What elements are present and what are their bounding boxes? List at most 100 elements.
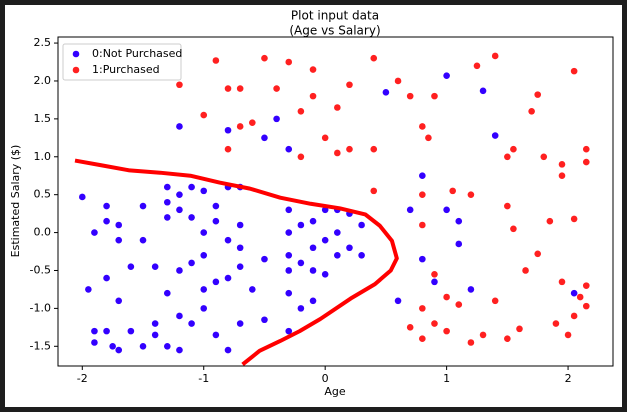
point — [528, 107, 535, 115]
point — [163, 214, 171, 221]
point — [151, 331, 159, 339]
point — [224, 274, 232, 282]
point — [103, 202, 110, 210]
point — [249, 119, 256, 126]
point — [236, 263, 244, 270]
point — [504, 202, 511, 210]
point — [394, 297, 402, 305]
point — [510, 145, 517, 153]
x-axis-label: Age — [324, 385, 346, 398]
point — [139, 202, 147, 210]
point — [479, 331, 487, 339]
point — [491, 132, 499, 139]
point — [321, 236, 329, 244]
point — [285, 58, 293, 66]
point — [139, 342, 147, 350]
point — [273, 85, 280, 92]
point — [261, 134, 268, 142]
point — [419, 221, 426, 229]
point — [200, 252, 208, 259]
point — [103, 217, 110, 225]
point — [431, 270, 438, 278]
point — [467, 339, 475, 346]
point — [115, 346, 123, 354]
point — [224, 236, 232, 244]
y-tick-label: -1.0 — [30, 301, 51, 314]
y-tick-label: -0.5 — [30, 263, 51, 276]
legend-label: 0:Not Purchased — [92, 47, 182, 60]
point — [321, 134, 329, 142]
point — [564, 331, 572, 339]
point — [467, 191, 475, 198]
point — [188, 214, 195, 221]
point — [443, 327, 450, 335]
x-tick-label: 1 — [443, 372, 450, 385]
point — [297, 221, 305, 229]
point — [382, 89, 390, 96]
point — [534, 91, 542, 98]
point — [224, 85, 232, 92]
point — [546, 217, 554, 225]
decision-boundary — [74, 158, 399, 367]
point — [127, 327, 135, 335]
x-tick-label: -1 — [198, 372, 209, 385]
x-tick-label: 2 — [565, 372, 572, 385]
point — [443, 206, 450, 214]
point — [91, 229, 98, 236]
point — [224, 145, 232, 153]
point — [236, 320, 244, 327]
point — [103, 327, 110, 335]
point — [419, 335, 426, 343]
point — [200, 305, 208, 312]
point — [455, 301, 463, 308]
point — [552, 320, 560, 327]
point — [224, 126, 232, 134]
point — [212, 278, 220, 286]
point — [431, 92, 438, 100]
point — [236, 221, 244, 229]
legend-box — [62, 43, 182, 81]
point — [249, 286, 256, 293]
point — [285, 252, 293, 259]
point — [212, 57, 220, 64]
point — [455, 217, 463, 225]
point — [358, 221, 365, 229]
point — [334, 149, 341, 157]
legend-marker — [72, 66, 80, 74]
point — [334, 104, 341, 111]
point — [522, 267, 529, 274]
point — [309, 92, 317, 100]
point — [321, 270, 329, 278]
point — [443, 293, 450, 301]
point — [200, 187, 208, 195]
point — [504, 153, 511, 161]
point — [163, 289, 171, 297]
point — [570, 312, 578, 320]
y-axis-label: Estimated Salary ($) — [9, 145, 22, 258]
point — [582, 282, 590, 289]
point — [224, 346, 232, 354]
point — [200, 111, 208, 119]
point — [419, 191, 426, 198]
point — [558, 278, 566, 286]
point — [570, 289, 578, 297]
point — [176, 206, 183, 214]
x-tick-label: 0 — [322, 372, 329, 385]
chart-subtitle: (Age vs Salary) — [289, 24, 380, 38]
point — [406, 324, 414, 331]
point — [212, 331, 220, 339]
point — [570, 215, 578, 223]
point — [188, 259, 195, 267]
point — [103, 274, 110, 282]
point — [425, 134, 432, 142]
point — [534, 250, 542, 258]
point — [273, 115, 280, 123]
point — [163, 183, 171, 191]
y-tick-label: 1.0 — [34, 150, 52, 163]
point — [582, 158, 590, 166]
point — [236, 85, 244, 92]
point — [285, 289, 293, 297]
point — [455, 240, 463, 248]
